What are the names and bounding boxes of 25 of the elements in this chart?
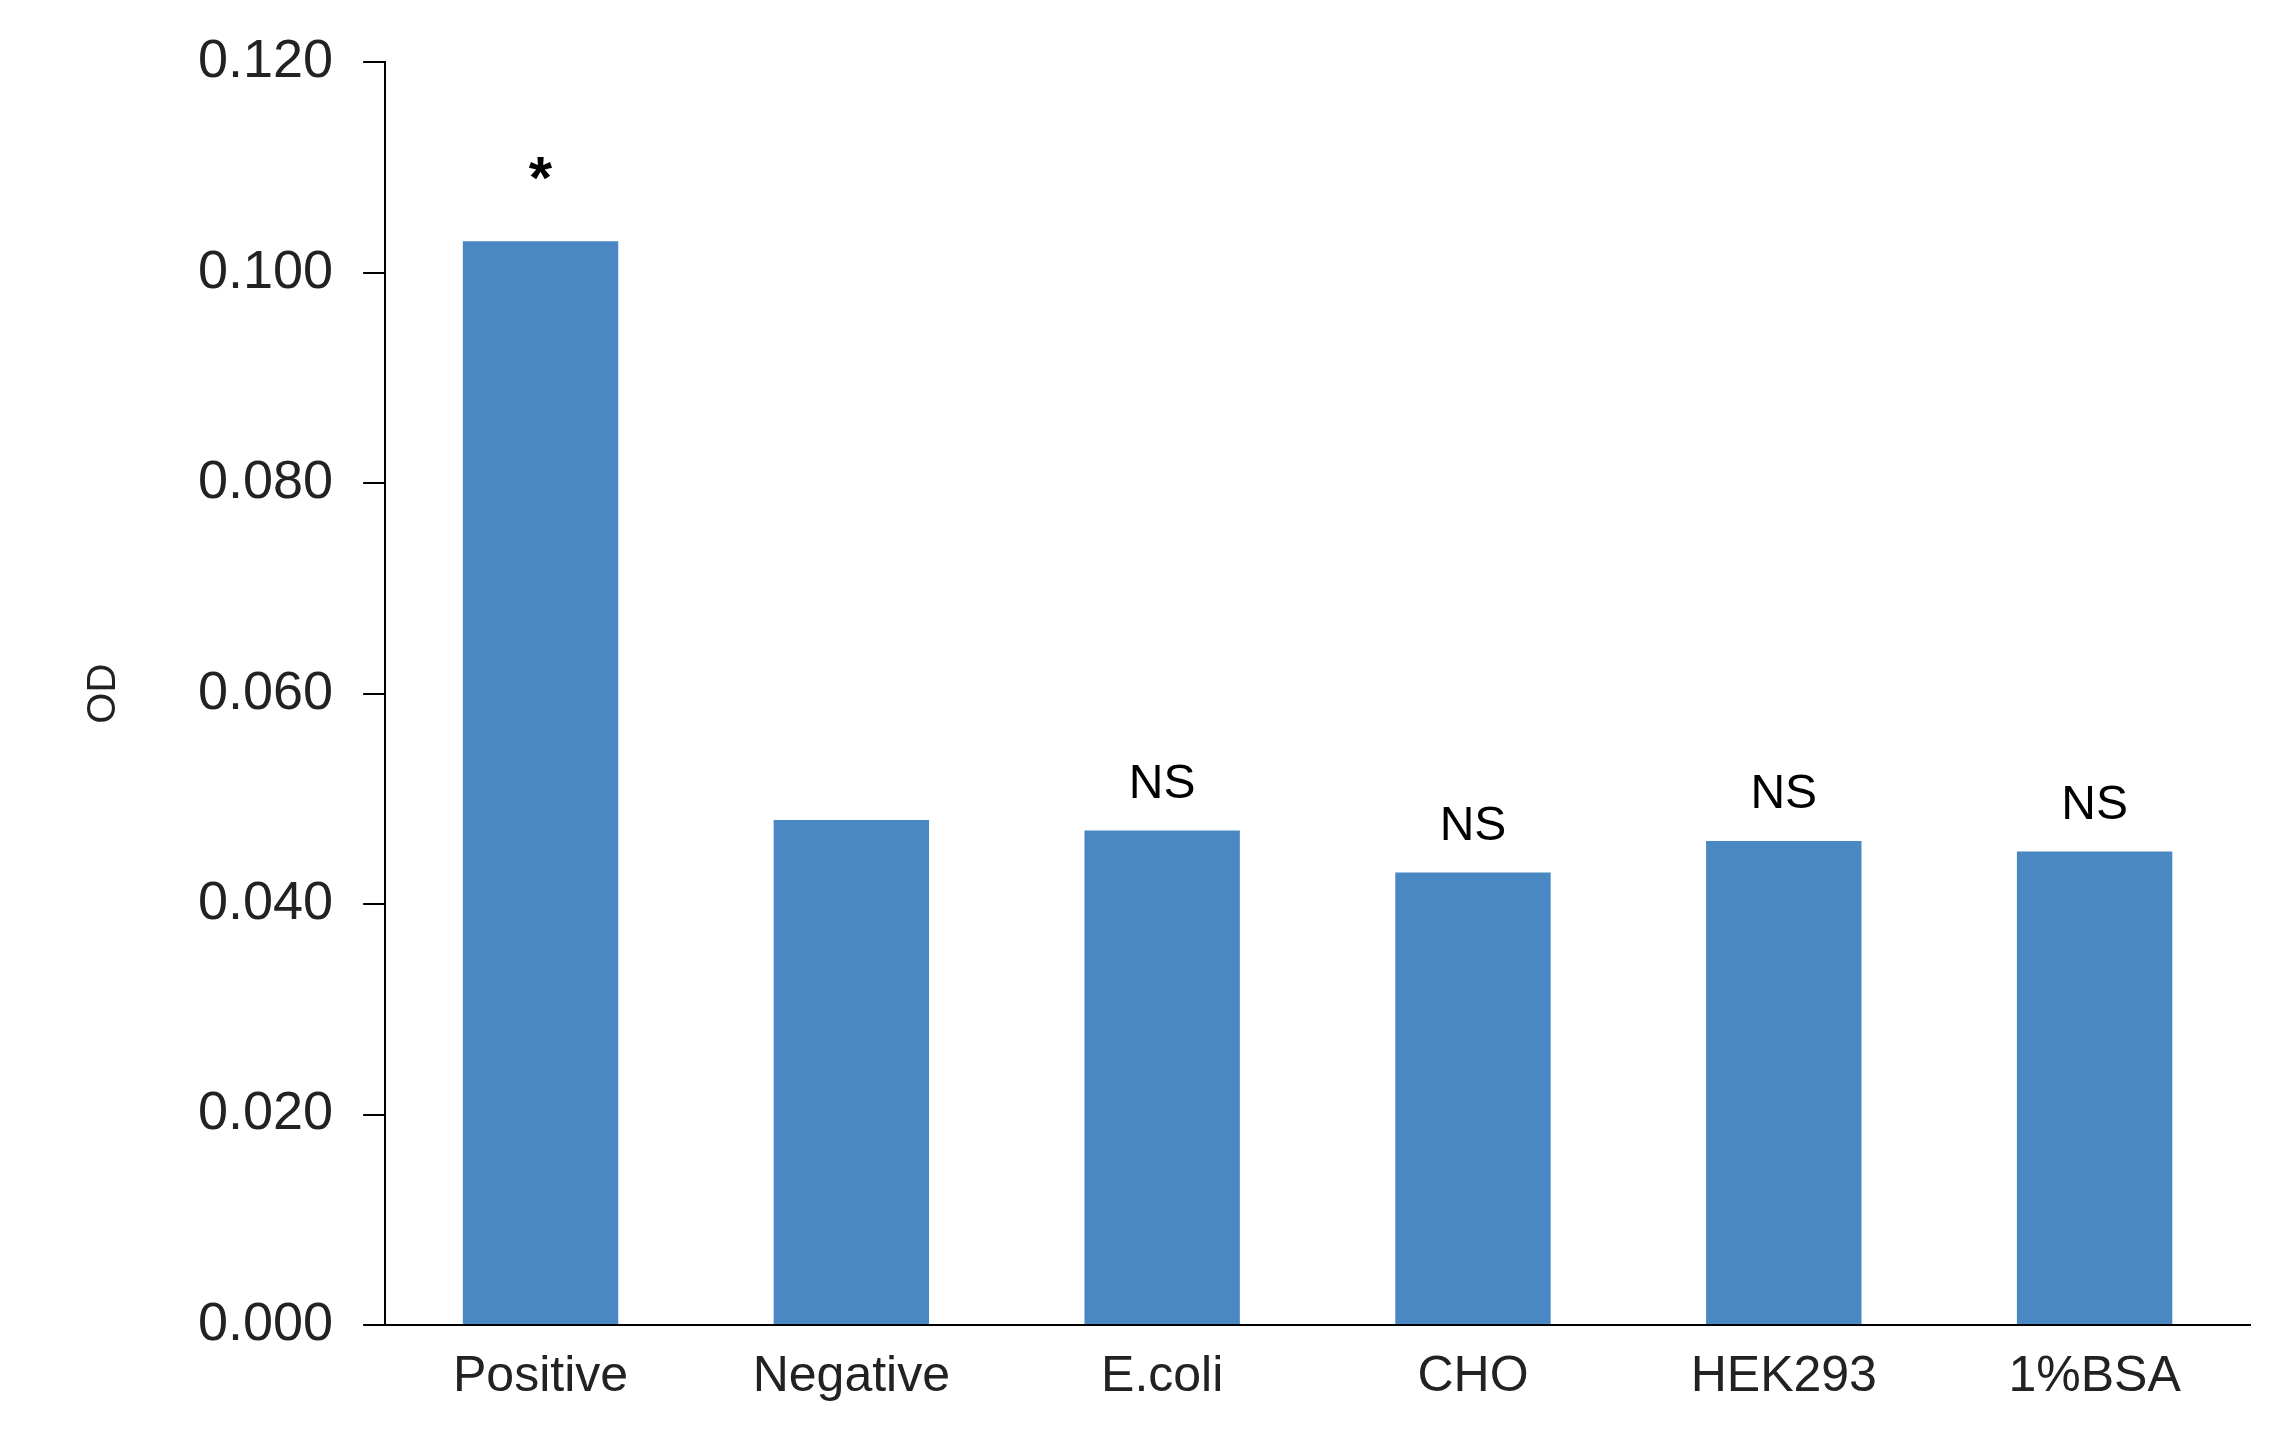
bar xyxy=(1395,872,1551,1324)
y-tick-label: 0.020 xyxy=(197,1080,334,1141)
annotation: NS xyxy=(1128,754,1196,808)
x-tick-label: Positive xyxy=(453,1345,629,1402)
x-tick-label: CHO xyxy=(1417,1345,1529,1402)
y-tick-label: 0.040 xyxy=(197,870,334,931)
x-tick-label: 1%BSA xyxy=(2008,1345,2182,1402)
x-tick-label: E.coli xyxy=(1101,1345,1224,1402)
bar xyxy=(2016,851,2173,1324)
y-tick-label: 0.000 xyxy=(197,1290,334,1351)
bar xyxy=(462,241,619,1324)
bar xyxy=(773,819,930,1324)
y-tick-label: 0.060 xyxy=(197,659,334,720)
bar xyxy=(1084,830,1240,1324)
x-tick-label: Negative xyxy=(752,1345,951,1402)
x-tick-label: HEK293 xyxy=(1690,1345,1877,1402)
annotation: NS xyxy=(1439,796,1507,850)
y-tick-label: 0.080 xyxy=(197,449,334,510)
bar xyxy=(1706,841,1862,1324)
y-axis-title: OD xyxy=(79,663,124,724)
annotation: NS xyxy=(1750,765,1818,819)
y-tick-label: 0.120 xyxy=(197,28,334,89)
annotation: NS xyxy=(2061,775,2128,829)
y-tick-label: 0.100 xyxy=(197,238,334,299)
annotation: * xyxy=(528,143,553,211)
